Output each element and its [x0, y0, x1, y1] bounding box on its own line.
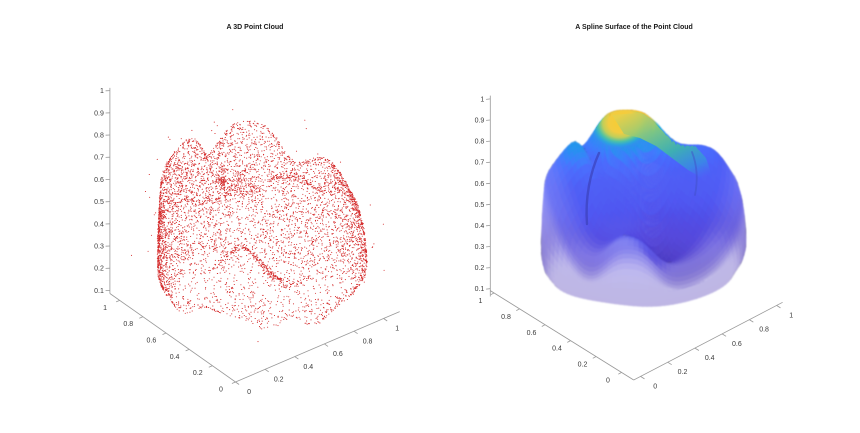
svg-text:0.5: 0.5 [475, 202, 485, 209]
svg-text:0.6: 0.6 [94, 177, 104, 184]
svg-text:0.3: 0.3 [94, 244, 104, 251]
svg-text:0.1: 0.1 [94, 288, 104, 295]
svg-text:0.8: 0.8 [501, 314, 511, 321]
svg-text:1: 1 [479, 298, 483, 305]
svg-text:0.4: 0.4 [94, 221, 104, 228]
svg-text:0.4: 0.4 [475, 223, 485, 230]
svg-text:0: 0 [247, 389, 251, 396]
svg-text:0.4: 0.4 [552, 346, 562, 353]
svg-text:A Spline Surface of the Point: A Spline Surface of the Point Cloud [575, 24, 693, 31]
svg-text:0.4: 0.4 [303, 364, 313, 371]
svg-text:0.9: 0.9 [475, 118, 485, 125]
svg-text:0.2: 0.2 [274, 377, 284, 384]
svg-text:0.6: 0.6 [475, 181, 485, 188]
svg-text:0.7: 0.7 [94, 155, 104, 162]
svg-text:0.4: 0.4 [705, 355, 715, 362]
svg-text:1: 1 [789, 312, 793, 319]
svg-text:0: 0 [219, 386, 223, 393]
svg-text:0.8: 0.8 [94, 133, 104, 140]
svg-text:0.6: 0.6 [732, 341, 742, 348]
svg-text:0: 0 [606, 378, 610, 385]
svg-text:0.6: 0.6 [333, 351, 343, 358]
svg-text:0.2: 0.2 [678, 369, 688, 376]
svg-text:0.8: 0.8 [475, 139, 485, 146]
svg-text:1: 1 [395, 326, 399, 333]
svg-text:0.6: 0.6 [147, 337, 157, 344]
svg-text:1: 1 [100, 88, 104, 95]
svg-text:0.2: 0.2 [475, 265, 485, 272]
svg-text:0: 0 [653, 383, 657, 390]
svg-text:0.8: 0.8 [123, 321, 133, 328]
svg-text:0.3: 0.3 [475, 244, 485, 251]
svg-text:0.6: 0.6 [527, 330, 537, 337]
svg-text:0.8: 0.8 [363, 338, 373, 345]
svg-text:A 3D Point Cloud: A 3D Point Cloud [227, 24, 284, 31]
svg-text:0.8: 0.8 [759, 327, 769, 334]
svg-text:0.2: 0.2 [578, 362, 588, 369]
svg-text:0.9: 0.9 [94, 110, 104, 117]
svg-text:0.4: 0.4 [170, 354, 180, 361]
svg-text:0.5: 0.5 [94, 199, 104, 206]
svg-text:1: 1 [103, 305, 107, 312]
svg-text:1: 1 [480, 96, 484, 103]
svg-text:0.2: 0.2 [193, 370, 203, 377]
svg-text:0.2: 0.2 [94, 266, 104, 273]
svg-text:0.1: 0.1 [475, 286, 485, 293]
svg-text:0.7: 0.7 [475, 160, 485, 167]
